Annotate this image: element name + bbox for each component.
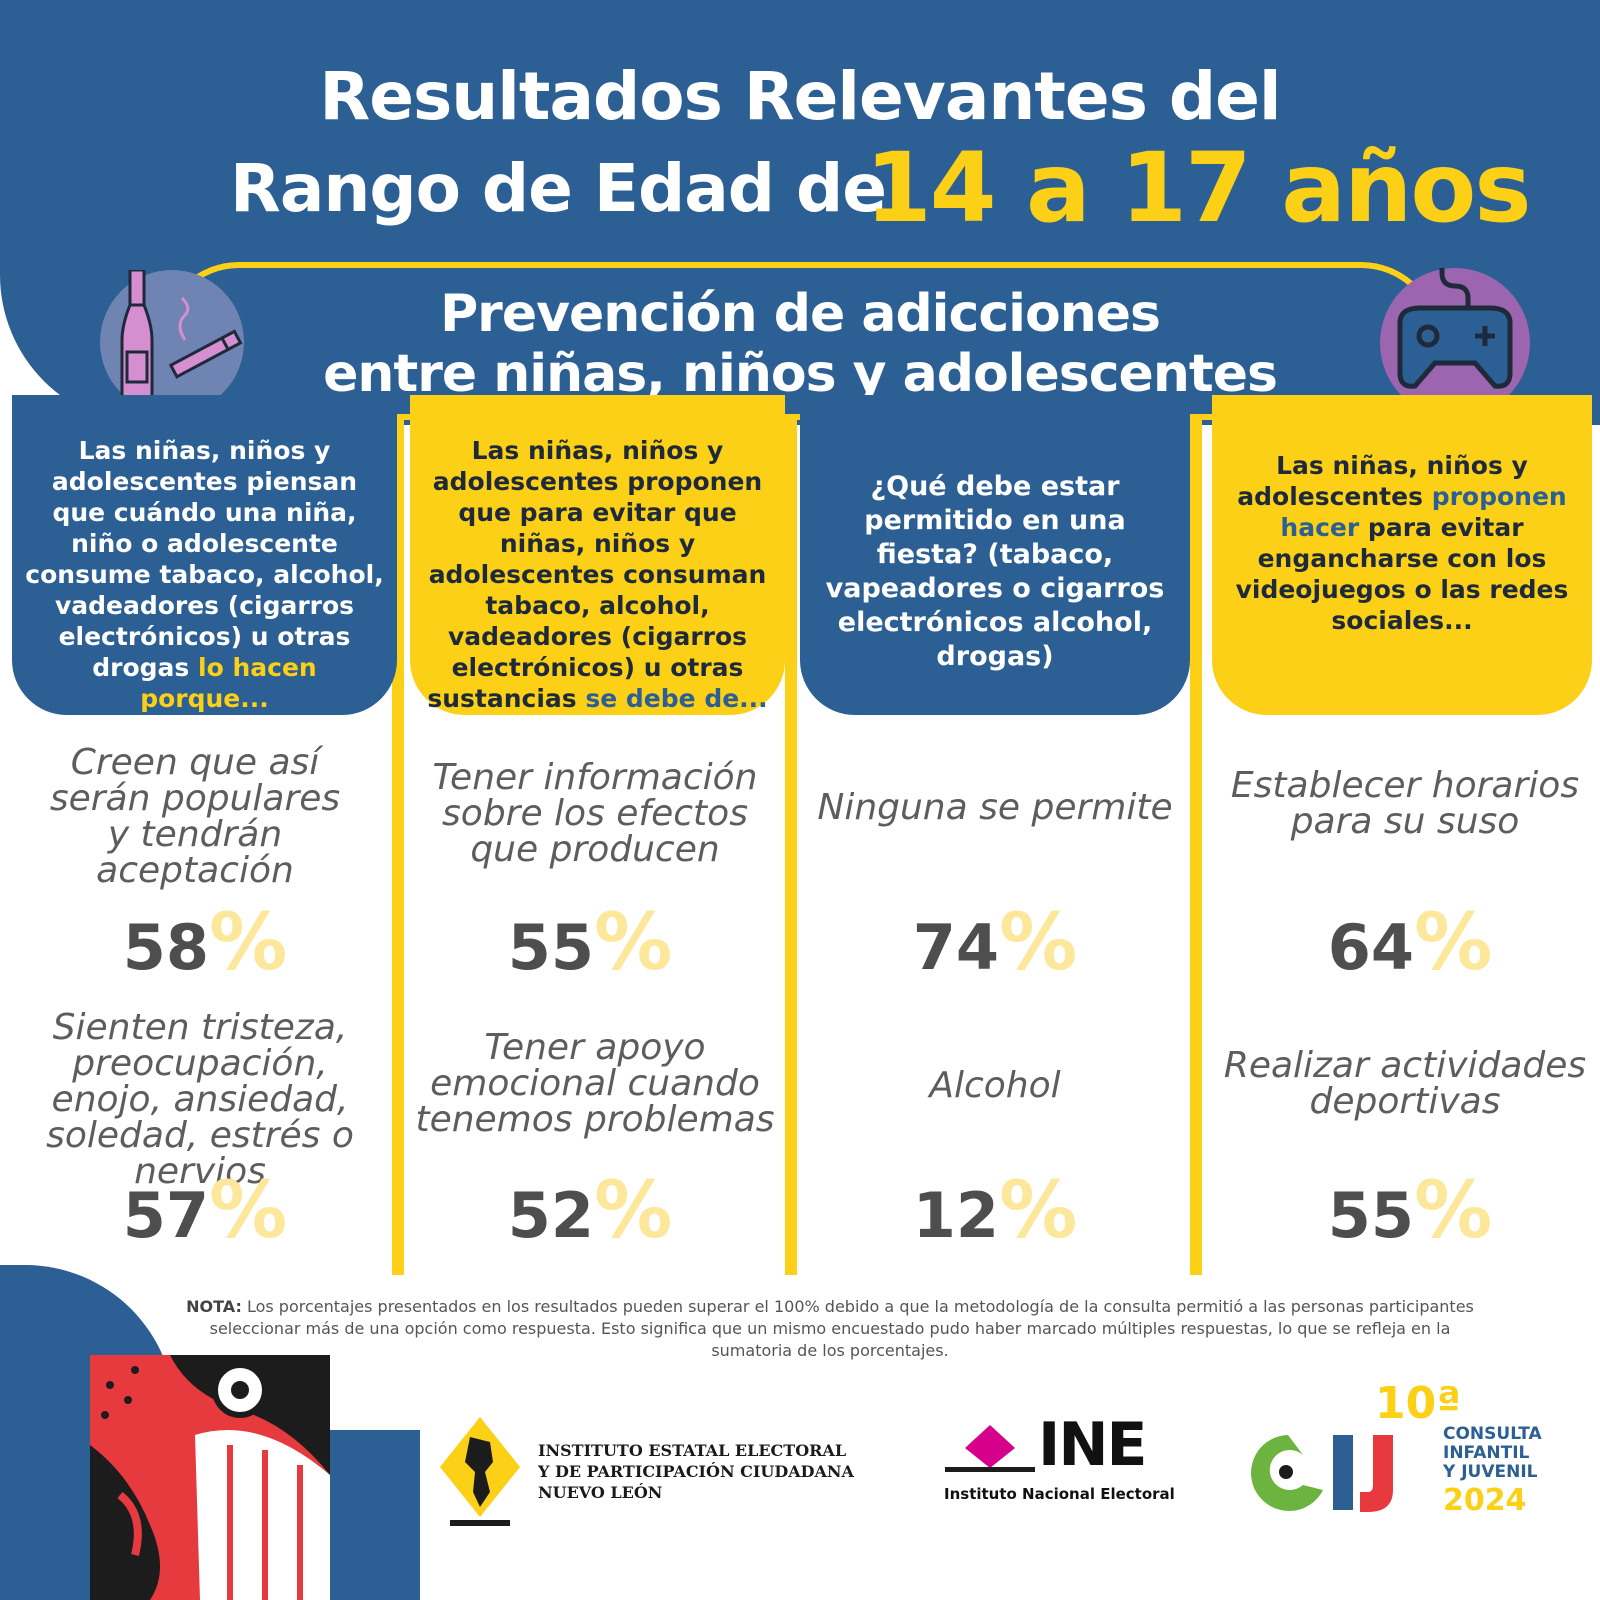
column-4-answer-2: Realizar actividades deportivas xyxy=(1223,1045,1587,1122)
percent-sign: % xyxy=(999,898,1078,988)
column-1-answer-2: Sienten tristeza, preocupación, enojo, a… xyxy=(46,1007,354,1192)
percent-value: 74 xyxy=(912,911,1000,984)
ine-ballot-icon xyxy=(945,1420,1035,1480)
column-1-header: Las niñas, niños y adolescentes piensan … xyxy=(12,395,397,715)
percent-sign: % xyxy=(594,898,673,988)
cij-line3: Y JUVENIL xyxy=(1443,1462,1538,1482)
iee-line1: INSTITUTO ESTATAL ELECTORAL xyxy=(538,1441,847,1460)
page-title-highlight: 14 a 17 años xyxy=(865,132,1531,244)
column-3-percent-2: 12% xyxy=(825,1166,1165,1256)
column-4-header: Las niñas, niños y adolescentes proponen… xyxy=(1212,395,1592,715)
column-3-header: ¿Qué debe estar permitido en una fiesta?… xyxy=(800,395,1190,715)
column-divider xyxy=(1190,420,1202,1275)
column-2-header-text: Las niñas, niños y adolescentes proponen… xyxy=(427,436,767,713)
subtitle-bar xyxy=(160,262,1440,420)
bottle-and-cigarette-icon xyxy=(100,268,244,414)
page-title-line1: Resultados Relevantes del xyxy=(319,58,1281,135)
iee-line2: Y DE PARTICIPACIÓN CIUDADANA xyxy=(538,1462,854,1481)
mascot-illustration xyxy=(90,1355,330,1600)
percent-value: 12 xyxy=(912,1179,1000,1252)
column-3-percent-1: 74% xyxy=(825,898,1165,988)
column-3-header-text: ¿Qué debe estar permitido en una fiesta?… xyxy=(825,471,1165,672)
page-title-line2: Rango de Edad de xyxy=(230,150,887,227)
column-4-percent-1: 64% xyxy=(1240,898,1580,988)
footnote-text: Los porcentajes presentados en los resul… xyxy=(209,1297,1474,1360)
column-divider xyxy=(785,420,797,1275)
percent-value: 64 xyxy=(1327,911,1415,984)
percent-sign: % xyxy=(999,1166,1078,1256)
column-4-header-pre: Las niñas, niños y adolescentes xyxy=(1237,451,1528,511)
column-1-percent-1: 58% xyxy=(40,898,370,988)
column-1-percent-2: 57% xyxy=(40,1166,370,1256)
cij-line2: INFANTIL xyxy=(1443,1443,1530,1463)
column-2-header: Las niñas, niños y adolescentes proponen… xyxy=(410,395,785,715)
iee-line3: NUEVO LEÓN xyxy=(538,1483,663,1502)
percent-sign: % xyxy=(594,1166,673,1256)
footnote: NOTA: Los porcentajes presentados en los… xyxy=(180,1296,1480,1362)
iee-logo-text: INSTITUTO ESTATAL ELECTORAL Y DE PARTICI… xyxy=(538,1440,854,1503)
column-3-answer-2: Alcohol xyxy=(929,1065,1061,1106)
percent-sign: % xyxy=(1414,898,1493,988)
subtitle-line1: Prevención de adicciones xyxy=(440,284,1161,344)
percent-value: 52 xyxy=(507,1179,595,1252)
column-3-answer-1: Ninguna se permite xyxy=(817,787,1173,828)
column-2-percent-2: 52% xyxy=(425,1166,755,1256)
column-1-header-text: Las niñas, niños y adolescentes piensan … xyxy=(25,436,384,682)
column-1-header-highlight: lo hacen porque... xyxy=(140,653,317,713)
percent-sign: % xyxy=(209,1166,288,1256)
column-2-header-highlight: se debe de... xyxy=(585,684,768,713)
percent-value: 58 xyxy=(122,911,210,984)
column-4-percent-2: 55% xyxy=(1240,1166,1580,1256)
subtitle-line2: entre niñas, niños y adolescentes xyxy=(323,344,1278,404)
column-4-answer-1: Establecer horarios para su suso xyxy=(1230,765,1580,842)
percent-sign: % xyxy=(1414,1166,1493,1256)
column-4-header-highlight: proponen hacer xyxy=(1280,482,1567,542)
cij-edition: 10ª xyxy=(1375,1378,1462,1429)
column-2-answer-1: Tener información sobre los efectos que … xyxy=(432,757,758,870)
footnote-label: NOTA: xyxy=(186,1297,242,1316)
column-2-answer-2: Tener apoyo emocional cuando tenemos pro… xyxy=(415,1027,775,1140)
percent-sign: % xyxy=(209,898,288,988)
cij-line1: CONSULTA xyxy=(1443,1424,1542,1444)
percent-value: 57 xyxy=(122,1179,210,1252)
percent-value: 55 xyxy=(1327,1179,1415,1252)
column-4-header-post: para evitar engancharse con los videojue… xyxy=(1235,513,1569,635)
percent-value: 55 xyxy=(507,911,595,984)
cij-logo xyxy=(1248,1430,1438,1515)
column-2-percent-1: 55% xyxy=(425,898,755,988)
ine-logo-text: INE xyxy=(1038,1410,1148,1480)
ine-logo-subtitle: Instituto Nacional Electoral xyxy=(944,1485,1175,1503)
cij-year: 2024 xyxy=(1443,1483,1527,1518)
game-controller-icon xyxy=(1380,258,1530,418)
iee-logo xyxy=(435,1412,525,1532)
column-1-answer-1: Creen que así serán populares y tendrán … xyxy=(49,742,341,891)
cij-logo-text: CONSULTA INFANTIL Y JUVENIL xyxy=(1443,1425,1542,1482)
